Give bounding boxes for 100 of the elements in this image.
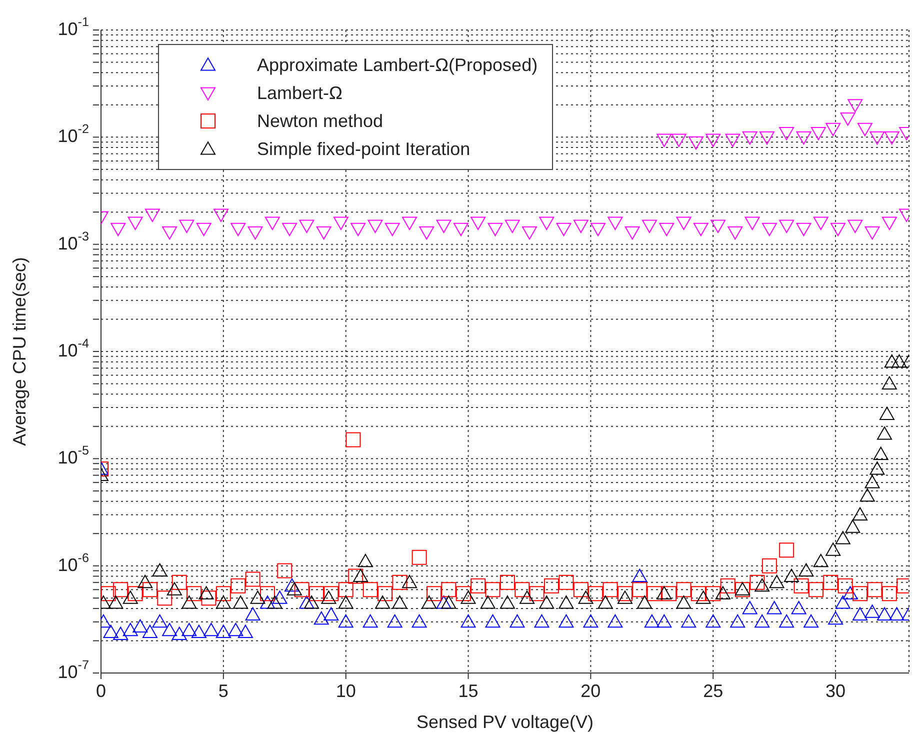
point [715, 586, 730, 600]
point [514, 582, 530, 598]
point [706, 614, 721, 628]
point [656, 614, 672, 628]
point [392, 595, 408, 609]
point [742, 600, 758, 614]
point [637, 595, 652, 609]
point [842, 586, 858, 600]
point [706, 586, 721, 602]
point [338, 595, 354, 609]
point [662, 586, 677, 602]
point [823, 574, 838, 590]
point [338, 614, 354, 628]
point [534, 614, 550, 628]
point [250, 590, 266, 604]
point [750, 574, 765, 590]
point [870, 462, 885, 475]
x-tick-label: 0 [96, 681, 106, 701]
point [779, 614, 794, 628]
point [470, 578, 486, 594]
point [260, 586, 275, 602]
point [426, 586, 442, 602]
point [412, 614, 427, 628]
point [598, 595, 613, 609]
point [602, 582, 618, 598]
point [392, 574, 408, 590]
point [101, 586, 116, 602]
point [284, 578, 300, 592]
point [321, 590, 336, 604]
point [233, 595, 248, 609]
point [529, 586, 544, 602]
point [362, 614, 378, 628]
point [730, 614, 746, 628]
point [845, 520, 860, 533]
legend-label: Approximate Lambert-Ω(Proposed) [257, 54, 538, 76]
point [889, 607, 904, 620]
point [346, 432, 361, 448]
point [520, 590, 535, 604]
point [676, 595, 692, 609]
point [314, 611, 329, 625]
point [362, 582, 378, 598]
point [500, 574, 515, 590]
point [892, 354, 907, 368]
x-tick-label: 5 [218, 681, 228, 701]
point [402, 574, 418, 588]
point [646, 586, 662, 602]
point [882, 376, 897, 390]
point [157, 590, 172, 606]
point [791, 600, 806, 614]
point [480, 595, 496, 609]
point [204, 622, 219, 636]
point [877, 426, 892, 440]
point [690, 586, 706, 602]
point [152, 563, 168, 576]
point [375, 595, 390, 609]
point [835, 530, 850, 544]
legend-label: Simple fixed-point Iteration [257, 138, 470, 160]
point [353, 568, 368, 582]
point [324, 607, 339, 620]
point [608, 614, 623, 628]
point [762, 558, 777, 574]
point [191, 624, 206, 638]
point [539, 595, 554, 609]
point [779, 542, 794, 558]
point [632, 568, 648, 582]
point [358, 554, 373, 568]
point [877, 607, 892, 620]
point [324, 586, 339, 602]
point [852, 607, 868, 620]
point [864, 474, 880, 488]
point [182, 622, 197, 636]
point [754, 614, 770, 628]
y-tick-label: 10$^{-2}$ [58, 122, 89, 146]
point [216, 624, 231, 638]
x-tick-label: 10 [336, 681, 356, 701]
point [422, 595, 437, 609]
point [441, 582, 456, 598]
point [510, 614, 525, 628]
point [267, 595, 282, 609]
x-axis-title: Sensed PV voltage(V) [416, 712, 594, 732]
point [485, 614, 500, 628]
point [138, 574, 153, 588]
point [720, 578, 736, 594]
point [441, 595, 456, 609]
point [588, 586, 604, 602]
point [122, 590, 138, 604]
point [308, 586, 324, 602]
y-tick-label: 10$^{-1}$ [58, 15, 89, 39]
point [804, 614, 819, 628]
point [835, 595, 850, 609]
point [304, 595, 320, 609]
y-tick-label: 10$^{-5}$ [58, 444, 89, 468]
point [696, 590, 711, 604]
point [838, 578, 853, 594]
point [260, 595, 275, 609]
point [456, 586, 471, 602]
point [142, 582, 158, 598]
point [867, 582, 882, 598]
point [113, 582, 128, 598]
point [558, 614, 574, 628]
